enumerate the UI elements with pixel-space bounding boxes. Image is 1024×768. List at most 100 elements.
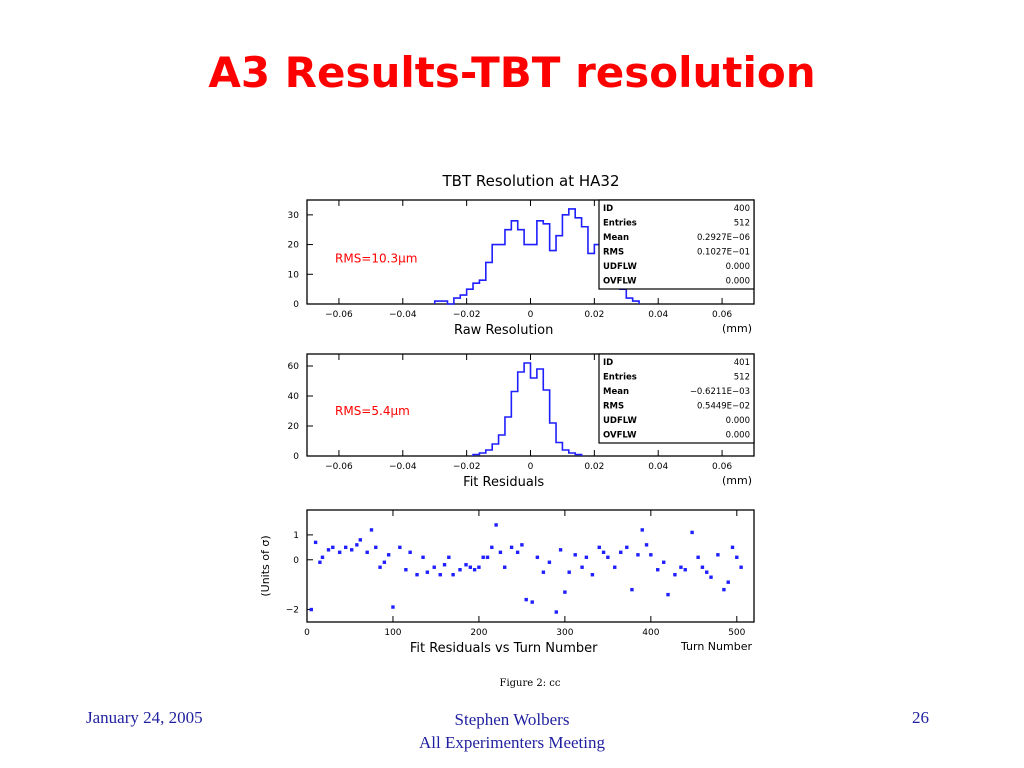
x-tick-label: −0.02 [453, 462, 481, 472]
x-tick-label: 200 [470, 628, 487, 638]
histogram-bin [492, 444, 498, 456]
histogram-bin [588, 253, 594, 304]
scatter-point [554, 610, 558, 614]
scatter-point [644, 543, 649, 547]
scatter-point [398, 545, 402, 550]
histogram-bin [486, 450, 492, 456]
raw-resolution-histogram: −0.06 −0.04 −0.02 0 0.02 0.04 0.06 0 10 20 30 Raw R… [288, 199, 755, 338]
scatter-point [458, 568, 462, 572]
scatter-point [573, 553, 577, 557]
fit-residuals-histogram: −0.06 −0.04 −0.02 0 0.02 0.04 0.06 0 20 40 60 Fit R… [288, 353, 755, 490]
histogram-bin [479, 280, 485, 304]
histogram-bin [531, 378, 537, 456]
scatter-point [530, 600, 534, 604]
histogram-bin [524, 245, 530, 304]
stats-value: 401 [734, 358, 750, 368]
scatter-point [705, 570, 709, 574]
scatter-point [378, 565, 382, 569]
scatter-point [515, 550, 520, 555]
scatter-point [558, 548, 563, 552]
scatter-point [421, 555, 425, 559]
scatter-point [509, 545, 514, 550]
scatter-point [636, 553, 640, 557]
stats-value: −0.6211E−03 [690, 387, 750, 397]
x-tick-label: 100 [384, 628, 401, 638]
scatter-point [567, 570, 571, 574]
scatter-point [382, 560, 387, 564]
stats-value: 400 [734, 204, 750, 214]
x-axis-unit: (mm) [722, 474, 752, 487]
scatter-point [606, 555, 610, 559]
scatter-point [313, 540, 318, 545]
x-tick-label: −0.02 [453, 310, 481, 320]
scatter-point [320, 555, 325, 559]
x-tick-label: 0.04 [648, 310, 668, 320]
footer-author: Stephen Wolbers [454, 710, 570, 729]
histogram-outline [472, 362, 583, 456]
stats-key: OVFLW [603, 277, 637, 287]
y-tick-label: 1 [293, 531, 299, 541]
scatter-point [597, 545, 601, 550]
x-axis-label: Fit Residuals [463, 475, 544, 490]
x-axis-label: Fit Residuals vs Turn Number [410, 641, 598, 656]
histogram-bin [531, 245, 537, 304]
scatter-point [524, 597, 528, 602]
histogram-bin [518, 372, 524, 456]
residuals-vs-turn-scatter: 0 100 200 300 400 500 −2 0 1 Fit Residuals vs Tur… [259, 509, 755, 656]
stats-value: 512 [734, 373, 750, 383]
histogram-bin [486, 262, 492, 304]
histogram-bin [537, 221, 543, 304]
x-axis-unit: (mm) [722, 322, 752, 335]
scatter-point [386, 553, 391, 557]
stats-key: Mean [603, 387, 629, 397]
scatter-point [584, 555, 589, 559]
scatter-point [374, 545, 378, 550]
scatter-point [415, 573, 419, 577]
stats-key: ID [603, 358, 613, 368]
scatter-point [391, 605, 395, 609]
scatter-point [673, 573, 677, 577]
scatter-point [630, 587, 634, 592]
scatter-point [563, 590, 567, 594]
histogram-bin [460, 295, 466, 304]
x-tick-label: −0.04 [389, 310, 417, 320]
histogram-bin [505, 230, 511, 304]
y-tick-label: 20 [288, 241, 300, 251]
scatter-point [464, 563, 468, 567]
scatter-point [358, 538, 362, 542]
scatter-point [656, 568, 660, 572]
x-tick-label: 500 [728, 628, 745, 638]
panel1-title: TBT Resolution at HA32 [442, 172, 620, 190]
scatter-point [485, 555, 490, 559]
stats-value: 0.1027E−01 [697, 248, 750, 258]
stats-key: Entries [603, 373, 637, 383]
histogram-bin [569, 209, 575, 304]
histogram-bin [505, 417, 511, 456]
stats-key: UDFLW [603, 262, 638, 272]
histogram-bin [511, 392, 517, 457]
y-tick-label: 10 [288, 270, 300, 280]
scatter-point [726, 580, 730, 584]
stats-value: 0.2927E−06 [697, 233, 750, 243]
x-tick-label: −0.06 [325, 310, 353, 320]
figure-caption: Figure 2: cc [499, 678, 561, 689]
stats-key: UDFLW [603, 416, 638, 426]
scatter-point [490, 545, 494, 550]
scatter-point [451, 573, 455, 577]
scatter-point [447, 555, 451, 559]
scatter-point [365, 550, 369, 555]
scatter-point [625, 545, 629, 550]
scatter-point [355, 543, 359, 547]
x-tick-label: 0 [528, 310, 534, 320]
x-tick-label: −0.04 [389, 462, 417, 472]
scatter-point [716, 553, 720, 557]
scatter-point [640, 528, 644, 532]
histogram-bin [467, 289, 473, 304]
x-tick-label: 0.02 [584, 310, 604, 320]
scatter-point [481, 555, 485, 559]
scatter-point [619, 550, 623, 555]
stats-value: 0.000 [726, 416, 750, 426]
x-axis-unit: Turn Number [680, 640, 752, 653]
scatter-point [601, 550, 606, 555]
histogram-bin [556, 236, 562, 304]
